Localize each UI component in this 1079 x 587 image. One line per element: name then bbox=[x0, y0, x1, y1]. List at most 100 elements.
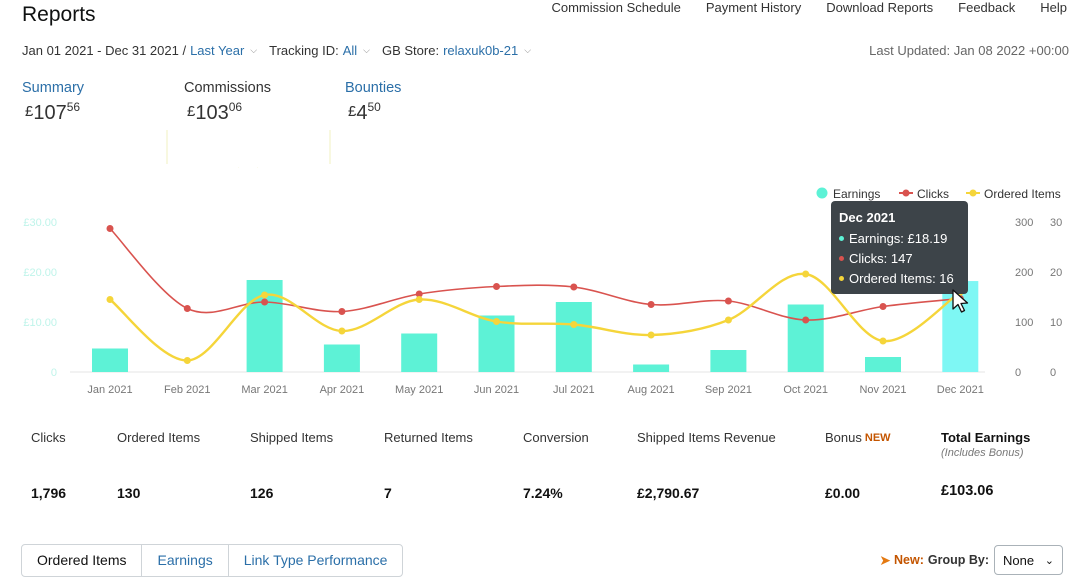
tab-earnings[interactable]: Earnings bbox=[142, 545, 229, 576]
earnings-bar bbox=[633, 364, 670, 372]
earnings-bar bbox=[401, 333, 438, 372]
left-axis-tick: £20.00 bbox=[23, 267, 57, 279]
date-range: Jan 01 2021 - Dec 31 2021 / bbox=[22, 43, 187, 58]
legend-label: Earnings bbox=[833, 187, 880, 201]
stat-value: 7 bbox=[384, 485, 392, 501]
stat-conversion: Conversion 7.24% bbox=[523, 430, 589, 501]
nav-commission-schedule[interactable]: Commission Schedule bbox=[551, 0, 681, 15]
left-axis-tick: 0 bbox=[51, 367, 57, 379]
ordered-items-point bbox=[183, 357, 191, 364]
right-axis-tick: 200 bbox=[1015, 267, 1033, 279]
earnings-chart: £30.00£20.00£10.00030020010003020100Jan … bbox=[23, 187, 1062, 396]
page-title: Reports bbox=[22, 3, 96, 26]
tracking-id-dropdown[interactable]: All bbox=[342, 43, 358, 58]
x-axis-tick: Jan 2021 bbox=[87, 384, 132, 396]
stat-bonus: Bonus NEW £0.00 bbox=[825, 430, 891, 501]
ordered-items-point bbox=[106, 296, 114, 303]
left-axis-tick: £10.00 bbox=[23, 317, 57, 329]
stat-label: Returned Items bbox=[384, 430, 473, 445]
tooltip-row-clicks: Clicks: 147 bbox=[839, 249, 960, 269]
store-dropdown[interactable]: relaxuk0b-21 bbox=[443, 43, 519, 58]
ordered-items-point bbox=[802, 270, 810, 278]
stats-table: Clicks 1,796 Ordered Items 130 Shipped I… bbox=[0, 430, 1079, 510]
stat-value: 1,796 bbox=[31, 485, 67, 501]
stat-label: Ordered Items bbox=[117, 430, 201, 445]
group-by-label: Group By: bbox=[927, 553, 989, 567]
x-axis-tick: Mar 2021 bbox=[241, 384, 287, 396]
left-axis-tick: £30.00 bbox=[23, 217, 57, 229]
clicks-point bbox=[338, 308, 346, 315]
store-label: GB Store: bbox=[381, 43, 440, 58]
x-axis-tick: Feb 2021 bbox=[164, 384, 210, 396]
group-by-value: None bbox=[1003, 552, 1035, 568]
earnings-bar bbox=[787, 304, 824, 372]
earnings-bar bbox=[323, 344, 360, 372]
commissions-tab-label: Commissions bbox=[184, 80, 272, 96]
tooltip-row-earnings: Earnings: £18.19 bbox=[839, 229, 960, 249]
x-axis-tick: Sep 2021 bbox=[705, 384, 752, 396]
clicks-point bbox=[802, 316, 810, 324]
earnings-bar bbox=[865, 357, 901, 372]
ordered-items-point bbox=[415, 296, 423, 303]
x-axis-tick: Oct 2021 bbox=[783, 384, 828, 396]
stat-label: Clicks bbox=[31, 430, 66, 445]
nav-download-reports[interactable]: Download Reports bbox=[826, 0, 934, 15]
summary-tab-label[interactable]: Summary bbox=[22, 80, 85, 96]
tab-ordered-items[interactable]: Ordered Items bbox=[22, 545, 143, 576]
legend-label: Clicks bbox=[917, 187, 949, 201]
clicks-point bbox=[647, 301, 655, 308]
date-period-dropdown[interactable]: Last Year bbox=[190, 43, 245, 58]
stat-sub-label: (Includes Bonus) bbox=[941, 447, 1024, 459]
tab-link-type-performance[interactable]: Link Type Performance bbox=[243, 552, 388, 568]
chevron-down-icon[interactable]: ⌵ bbox=[524, 45, 532, 55]
clicks-point bbox=[183, 305, 191, 312]
bounties-tab[interactable]: Bounties £450 bbox=[345, 80, 485, 125]
ordered-items-line bbox=[109, 272, 961, 362]
stat-total-earnings: Total Earnings (Includes Bonus) £103.06 bbox=[941, 430, 1031, 499]
summary-tab[interactable]: Summary £10756 bbox=[22, 80, 162, 125]
chevron-down-icon[interactable]: ⌵ bbox=[250, 45, 258, 55]
ordered-items-point bbox=[570, 321, 578, 328]
clicks-point bbox=[724, 297, 732, 305]
nav-help[interactable]: Help bbox=[1040, 0, 1067, 15]
stat-label: Shipped Items bbox=[250, 430, 334, 445]
right-axis2-tick: 0 bbox=[1050, 367, 1056, 379]
report-tabs: Ordered Items Earnings Link Type Perform… bbox=[21, 544, 404, 577]
stat-label: Total Earnings bbox=[941, 430, 1031, 445]
x-axis-tick: Dec 2021 bbox=[937, 384, 984, 396]
chevron-down-icon[interactable]: ⌵ bbox=[363, 45, 370, 55]
new-label: New: bbox=[894, 553, 924, 567]
right-axis2-tick: 10 bbox=[1050, 317, 1062, 329]
ordered-items-point bbox=[647, 331, 655, 339]
group-by-control: ➤ New: Group By: None ⌄ bbox=[879, 545, 1063, 575]
earnings-bar bbox=[710, 350, 747, 372]
nav-feedback[interactable]: Feedback bbox=[958, 0, 1016, 15]
group-by-select[interactable]: None ⌄ bbox=[994, 545, 1063, 575]
chevron-down-icon: ⌄ bbox=[1044, 554, 1054, 567]
bounties-amount: £450 bbox=[348, 100, 381, 124]
stat-value: 7.24% bbox=[523, 485, 563, 501]
stat-shipped-revenue: Shipped Items Revenue £2,790.67 bbox=[637, 430, 776, 501]
right-axis2-tick: 30 bbox=[1050, 217, 1062, 229]
active-tab-indicator bbox=[166, 130, 331, 168]
filter-bar: Jan 01 2021 - Dec 31 2021 / Last Year ⌵ … bbox=[22, 43, 543, 58]
ordered-items-point bbox=[261, 291, 269, 299]
bounties-tab-label[interactable]: Bounties bbox=[345, 80, 402, 96]
earnings-bar bbox=[92, 348, 128, 372]
clicks-point bbox=[415, 290, 423, 298]
ordered-items-point bbox=[338, 327, 346, 335]
ordered-items-point bbox=[724, 316, 732, 324]
new-badge: NEW bbox=[864, 432, 891, 444]
stat-clicks: Clicks 1,796 bbox=[31, 430, 66, 501]
x-axis-tick: Jul 2021 bbox=[553, 384, 595, 396]
right-axis2-tick: 20 bbox=[1050, 267, 1062, 279]
nav-payment-history[interactable]: Payment History bbox=[705, 0, 802, 15]
stat-ordered-items: Ordered Items 130 bbox=[117, 430, 201, 501]
x-axis-tick: Apr 2021 bbox=[320, 384, 365, 396]
last-updated: Last Updated: Jan 08 2022 +00:00 bbox=[869, 43, 1069, 58]
x-axis-tick: Nov 2021 bbox=[859, 384, 906, 396]
stat-value: £2,790.67 bbox=[637, 485, 700, 501]
commissions-tab[interactable]: Commissions £10306 bbox=[184, 80, 324, 125]
rocket-icon: ➤ bbox=[879, 551, 892, 568]
cursor-icon bbox=[952, 289, 969, 313]
